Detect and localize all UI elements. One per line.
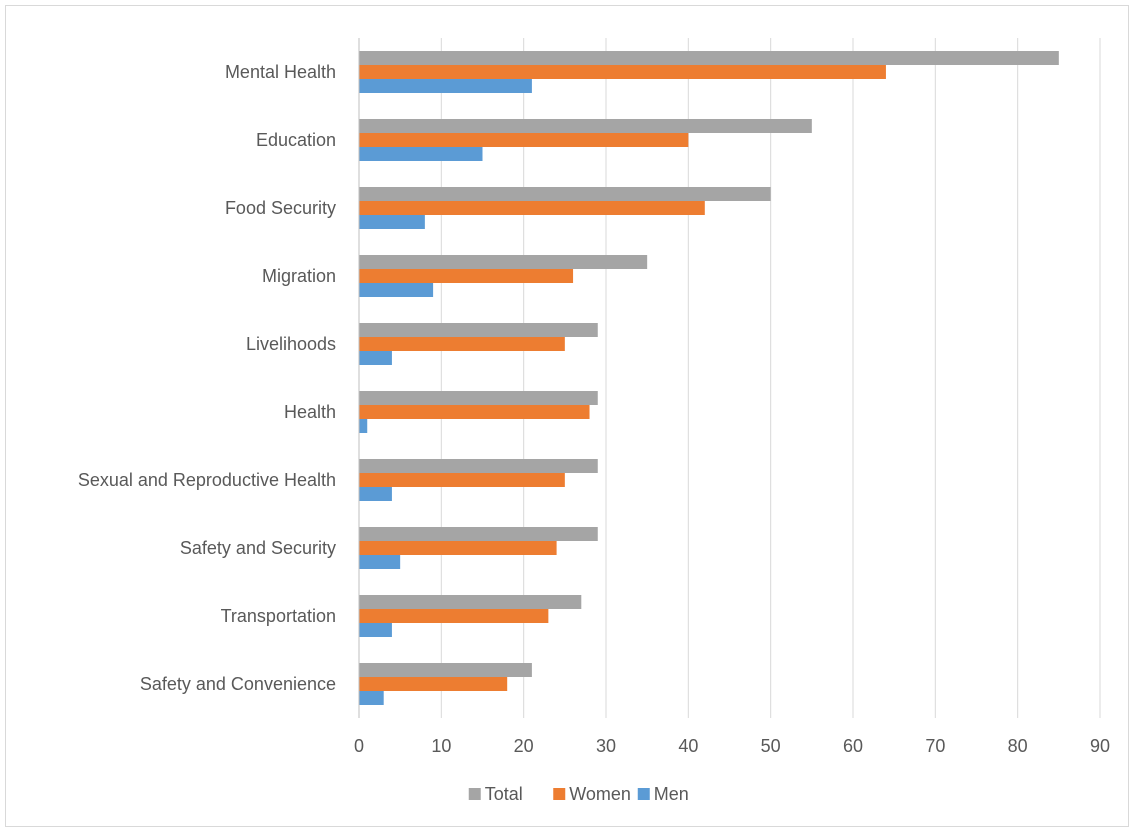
bars [359, 51, 1059, 705]
legend-label: Total [485, 784, 523, 804]
bar-men [359, 419, 368, 433]
bar-total [359, 459, 598, 473]
legend-swatch-men [637, 788, 650, 800]
bar-men [359, 351, 392, 365]
bar-men [359, 147, 483, 161]
bar-men [359, 623, 392, 637]
x-tick-label: 80 [1008, 736, 1028, 756]
category-label: Education [256, 130, 336, 150]
bar-total [359, 527, 598, 541]
bar-women [359, 201, 705, 215]
bar-total [359, 119, 812, 133]
bar-women [359, 337, 565, 351]
category-label: Sexual and Reproductive Health [78, 470, 336, 490]
x-tick-label: 10 [431, 736, 451, 756]
bar-total [359, 187, 771, 201]
category-label: Transportation [221, 606, 336, 626]
bar-women [359, 65, 886, 79]
bar-men [359, 555, 401, 569]
category-label: Safety and Convenience [140, 674, 336, 694]
bar-men [359, 487, 392, 501]
bar-total [359, 323, 598, 337]
category-label: Safety and Security [180, 538, 336, 558]
legend-swatch-women [553, 788, 566, 800]
bar-women [359, 677, 508, 691]
x-tick-label: 70 [925, 736, 945, 756]
bar-men [359, 691, 384, 705]
legend: Total Women Men [468, 784, 689, 804]
x-tick-label: 50 [761, 736, 781, 756]
bar-women [359, 473, 565, 487]
category-label: Health [284, 402, 336, 422]
x-tick-label: 30 [596, 736, 616, 756]
bar-women [359, 541, 557, 555]
category-label: Food Security [225, 198, 336, 218]
bar-men [359, 283, 434, 297]
x-tick-label: 0 [354, 736, 364, 756]
x-tick-label: 20 [514, 736, 534, 756]
bar-women [359, 133, 689, 147]
bar-men [359, 79, 532, 93]
x-tick-label: 40 [678, 736, 698, 756]
bar-total [359, 391, 598, 405]
bar-men [359, 215, 425, 229]
bar-total [359, 51, 1059, 65]
category-labels: Mental Health Education Food Security Migra… [78, 62, 336, 694]
bar-total [359, 595, 582, 609]
bar-women [359, 609, 549, 623]
category-label: Mental Health [225, 62, 336, 82]
x-tick-label: 90 [1090, 736, 1110, 756]
legend-swatch-total [468, 788, 481, 800]
x-tick-label: 60 [843, 736, 863, 756]
legend-label: Men [654, 784, 689, 804]
bar-women [359, 405, 590, 419]
legend-label: Women [569, 784, 631, 804]
category-label: Migration [262, 266, 336, 286]
bar-total [359, 255, 648, 269]
bar-women [359, 269, 574, 283]
bar-total [359, 663, 532, 677]
category-label: Livelihoods [246, 334, 336, 354]
x-tick-labels: 0 10 20 30 40 50 60 70 80 90 [354, 736, 1110, 756]
